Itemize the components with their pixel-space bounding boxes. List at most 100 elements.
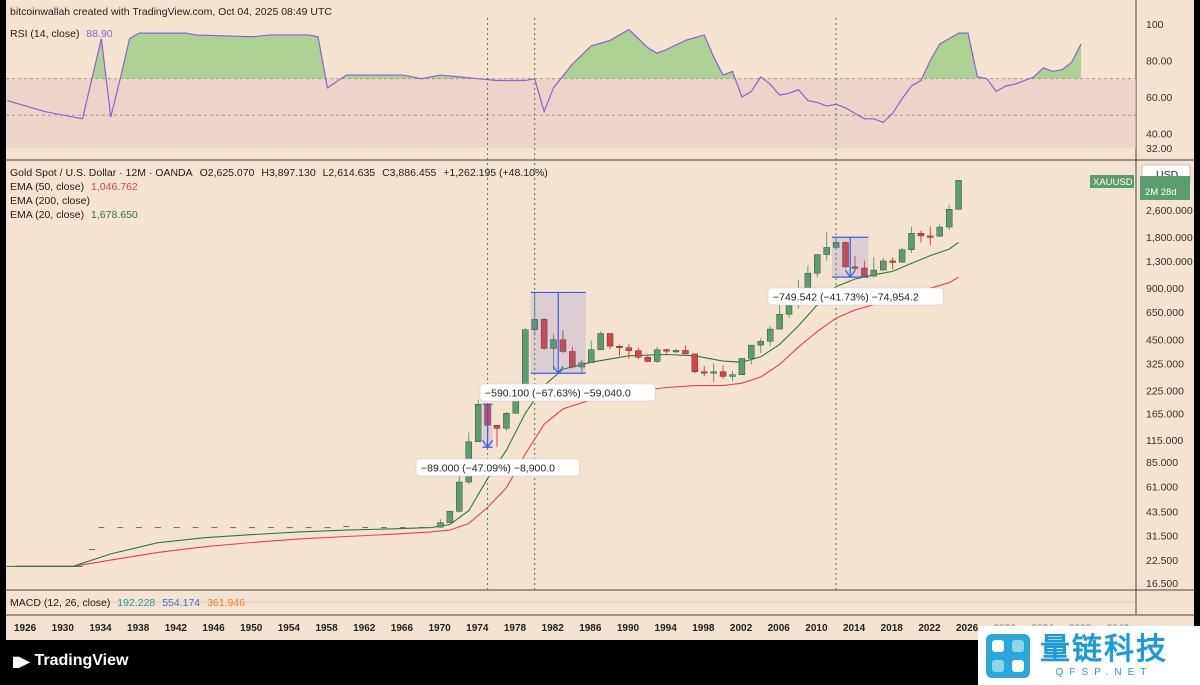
chart-canvas[interactable]: 100 80.00 60.00 40.00 32.00 2,600.000 1,800.00… — [6, 0, 1194, 640]
price-badge-bg — [1140, 176, 1190, 200]
candle-body — [880, 260, 887, 271]
candle — [550, 334, 557, 371]
candle — [531, 292, 538, 336]
ema20-label: EMA (20, close) — [10, 209, 85, 221]
ema20-value: 1,678.650 — [91, 209, 138, 221]
symbol-legend: Gold Spot / U.S. Dollar · 12M · OANDA O2… — [10, 167, 552, 179]
xaxis-year-label: 1954 — [278, 623, 301, 634]
candle — [701, 366, 708, 377]
candle-body — [522, 329, 529, 391]
candle-body — [832, 242, 840, 248]
candle — [870, 256, 877, 278]
candle — [719, 365, 727, 379]
candle — [446, 510, 454, 523]
candle-body — [870, 269, 877, 277]
xaxis-year-label: 1958 — [315, 623, 338, 634]
watermark-logo-icon — [986, 633, 1030, 678]
tradingview-brand: TradingView — [34, 652, 129, 669]
price-tick-label: 115.000 — [1146, 435, 1183, 447]
candle — [465, 432, 472, 485]
macd-signal-value: 554.174 — [162, 597, 201, 609]
candle — [766, 326, 774, 346]
candle — [729, 371, 736, 382]
measure-1980-label-bg — [479, 383, 656, 402]
candle-body — [851, 266, 859, 269]
price-tick-label: 16.500 — [1146, 578, 1178, 590]
candle-body — [889, 260, 896, 263]
xaxis-year-label: 2006 — [768, 623, 791, 634]
tradingview-logo[interactable]: ▮▶ TradingView — [12, 652, 128, 670]
candle-body — [672, 350, 680, 353]
xaxis-year-label: 1970 — [428, 623, 451, 634]
attribution: bitcoinwallah created with TradingView.c… — [10, 6, 332, 18]
candle-body — [559, 339, 567, 352]
candle-body — [493, 425, 501, 429]
candle-body — [446, 511, 454, 523]
candle-body — [540, 319, 548, 349]
candle — [437, 519, 444, 528]
candle — [776, 303, 783, 330]
candle-body — [588, 349, 595, 364]
candle-body — [503, 413, 510, 429]
candle-body — [531, 319, 538, 330]
xaxis-year-label: 2026 — [956, 623, 979, 634]
candle — [738, 357, 746, 376]
candle — [597, 331, 604, 351]
xaxis-year-label: 1978 — [504, 623, 527, 634]
candle — [606, 333, 614, 349]
price-tick-label: 450.000 — [1146, 334, 1184, 346]
xaxis-year-label: 1966 — [391, 623, 414, 634]
measure-1980-label-text: −590.100 (−67.63%) −59,040.0 — [485, 388, 631, 400]
candle — [945, 204, 953, 230]
rsi-tick-label: 100 — [1146, 19, 1164, 31]
xaxis-year-label: 1994 — [655, 623, 678, 634]
rsi-tick-label: 32.00 — [1146, 143, 1172, 155]
candle-body — [766, 328, 774, 342]
macd-hist-value: 361.946 — [207, 597, 246, 609]
candle-body — [635, 350, 642, 358]
candle-body — [710, 371, 717, 374]
measure-2012-arrow-head — [844, 269, 856, 279]
candle — [908, 226, 915, 253]
ema20-legend: EMA (20, close) 1,678.650 — [10, 209, 142, 221]
candle-body — [842, 242, 849, 268]
rsi-overbought-fill — [91, 29, 1082, 79]
price-tick-label: 2,600.000 — [1146, 205, 1193, 217]
ema200-legend: EMA (200, close) — [10, 195, 94, 207]
candle — [898, 247, 906, 264]
xaxis-year-label: 1930 — [52, 623, 75, 634]
candle — [540, 318, 548, 350]
candle — [682, 345, 689, 355]
candle-body — [682, 350, 689, 355]
price-tick-label: 61.000 — [1146, 482, 1178, 494]
rsi-tick-label: 40.00 — [1146, 128, 1172, 140]
candle-body — [757, 341, 764, 346]
symbol-title: Gold Spot / U.S. Dollar · 12M · OANDA — [10, 167, 193, 179]
rsi-line — [6, 28, 1082, 124]
candle — [955, 180, 962, 210]
candle-body — [955, 180, 962, 210]
rsi-tick-label: 80.00 — [1146, 55, 1172, 67]
candle-body — [945, 209, 953, 228]
xaxis-year-label: 2014 — [843, 623, 866, 634]
ohlc-open: O2,625.070 — [199, 167, 255, 179]
measure-1980-arrow-head — [552, 365, 564, 375]
chart-frame: 100 80.00 60.00 40.00 32.00 2,600.000 1,800.00… — [6, 0, 1194, 640]
xaxis-year-label: 1946 — [202, 623, 225, 634]
measure-1975-label-bg — [415, 458, 580, 477]
watermark: 量链科技 QFSP.NET — [978, 626, 1200, 685]
candle — [851, 256, 859, 272]
candle-body — [550, 339, 557, 349]
candle-body — [569, 351, 576, 368]
ema50-label: EMA (50, close) — [10, 181, 85, 193]
macd-label: MACD (12, 26, close) — [10, 597, 111, 609]
candle — [832, 237, 840, 250]
candle — [456, 476, 463, 513]
candle — [710, 363, 717, 383]
ticker-badge: XAUUSD — [1093, 177, 1133, 188]
candle-body — [936, 226, 943, 237]
candle-body — [597, 333, 604, 350]
xaxis-year-label: 2018 — [881, 623, 904, 634]
candle — [927, 226, 934, 246]
